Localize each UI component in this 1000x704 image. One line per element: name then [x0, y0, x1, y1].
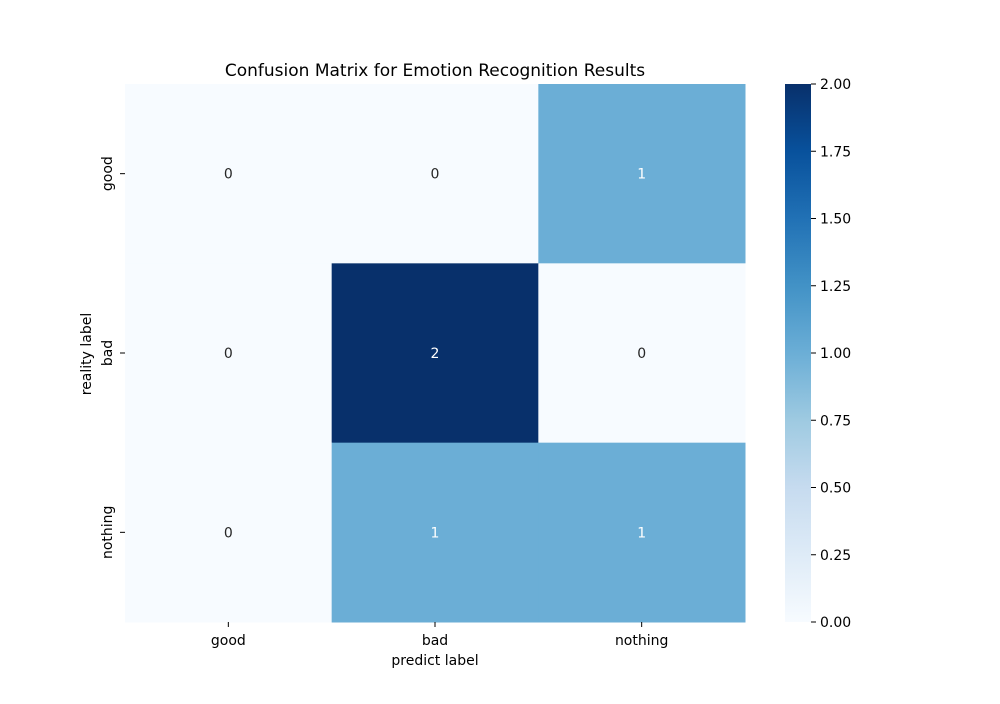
heatmap-cells: [125, 84, 746, 623]
cell-annotation: 0: [431, 167, 440, 183]
y-tick-label: good: [100, 156, 116, 191]
chart-title: Confusion Matrix for Emotion Recognition…: [225, 61, 645, 81]
x-axis-ticks: good bad nothing: [211, 622, 668, 649]
cell-annotation: 1: [637, 167, 646, 183]
heatmap-cell: [538, 84, 746, 264]
colorbar: [785, 84, 811, 622]
cell-annotation: 0: [637, 346, 646, 362]
colorbar-ticks: 0.00 0.25 0.50 0.75 1.00 1.25 1.50 1.75 2.00: [811, 77, 851, 631]
cell-annotation: 1: [431, 525, 440, 541]
cell-annotation: 0: [224, 167, 233, 183]
heatmap-cell: [331, 84, 539, 264]
heatmap-cell: [125, 263, 333, 444]
colorbar-tick-label: 1.75: [820, 144, 851, 160]
colorbar-tick-label: 1.50: [820, 212, 851, 228]
colorbar-tick-label: 2.00: [820, 77, 851, 93]
cell-annotations: 0 0 1 0 2 0 0 1 1: [224, 167, 646, 542]
x-tick-label: good: [211, 633, 246, 649]
heatmap-cell: [125, 442, 333, 623]
y-tick-label: nothing: [100, 506, 116, 559]
colorbar-tick-label: 0.25: [820, 548, 851, 564]
cell-annotation: 0: [224, 346, 233, 362]
heatmap-cell: [538, 442, 746, 623]
colorbar-tick-label: 0.50: [820, 481, 851, 497]
cell-annotation: 2: [431, 346, 440, 362]
x-tick-label: nothing: [615, 633, 668, 649]
y-tick-label: bad: [100, 340, 116, 366]
heatmap-cell: [331, 263, 539, 444]
cell-annotation: 1: [637, 525, 646, 541]
y-axis-ticks: good bad nothing: [100, 156, 125, 559]
heatmap-cell: [331, 442, 539, 623]
colorbar-tick-label: 1.00: [820, 346, 851, 362]
heatmap-cell: [125, 84, 333, 264]
cell-annotation: 0: [224, 525, 233, 541]
y-axis-label: reality label: [79, 313, 95, 396]
colorbar-tick-label: 0.00: [820, 615, 851, 631]
x-axis-label: predict label: [391, 653, 478, 669]
colorbar-tick-label: 0.75: [820, 413, 851, 429]
colorbar-tick-label: 1.25: [820, 279, 851, 295]
heatmap-cell: [538, 263, 746, 444]
x-tick-label: bad: [422, 633, 448, 649]
